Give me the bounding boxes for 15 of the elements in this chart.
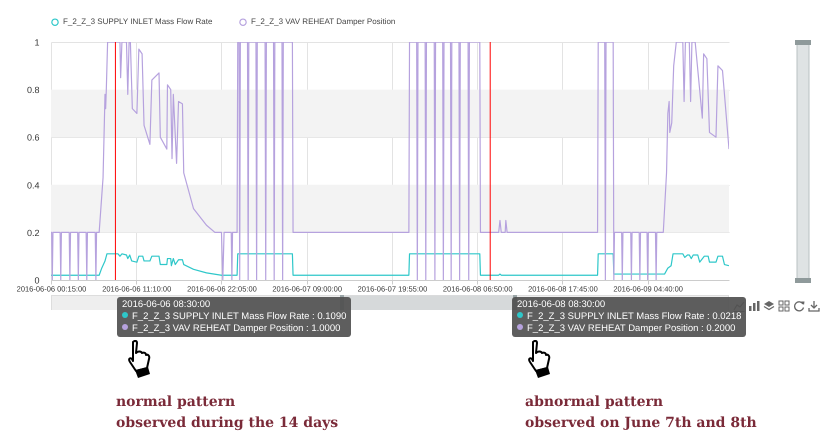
y-tick-label: 0.6	[26, 132, 40, 143]
hover-tooltip: 2016-06-06 08:30:00 F_2_Z_3 SUPPLY INLET Mass Flow Rate : 0.1090 F_2_Z_3 VAV REHEAT Damper Position : 1.0000	[117, 297, 352, 337]
text: abnormal pattern	[525, 393, 664, 412]
y-tick-label: 0	[34, 276, 40, 286]
legend-label: F_2_Z_3 VAV REHEAT Damper Position	[251, 17, 396, 26]
legend-label: F_2_Z_3 SUPPLY INLET Mass Flow Rate	[63, 17, 213, 26]
y-tick-label: 0.4	[26, 180, 40, 190]
y-tick-label: 0.2	[26, 228, 40, 238]
text: observed on June 7th and 8th	[525, 414, 757, 433]
text: observed during the 14 days	[116, 414, 338, 433]
y-tick-label: 1	[34, 38, 40, 48]
hover-tooltip: 2016-06-08 08:30:00 F_2_Z_3 SUPPLY INLET Mass Flow Rate : 0.0218 F_2_Z_3 VAV REHEAT Damper Position : 0.2000	[512, 297, 746, 337]
line-series	[51, 253, 729, 276]
y-tick-label: 0.8	[26, 85, 40, 96]
text: normal pattern	[116, 393, 236, 412]
